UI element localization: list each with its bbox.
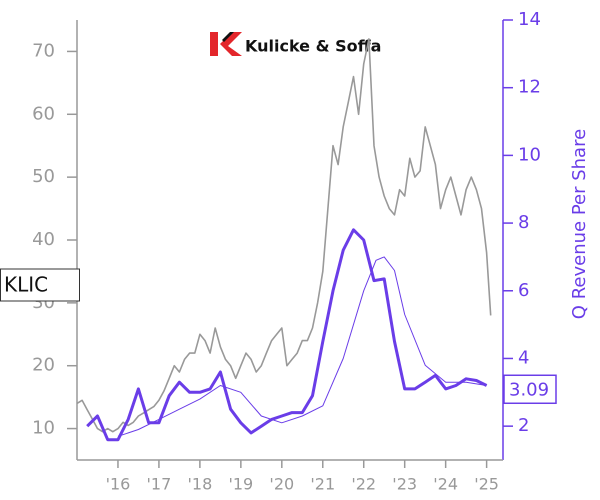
line-series	[117, 256, 487, 437]
logo-text: Kulicke & Soffa	[245, 37, 381, 56]
last-value-label: 3.09	[509, 379, 549, 400]
y-tick-label: 60	[32, 103, 55, 124]
y-tick-label: 50	[32, 166, 55, 187]
x-tick-label: '18	[188, 475, 213, 494]
y-tick-label: 40	[32, 229, 55, 250]
line-series	[76, 38, 492, 433]
x-tick-label: '21	[310, 475, 335, 494]
x-tick-label: '16	[106, 475, 131, 494]
line-series	[86, 228, 488, 442]
ticker-label: KLIC	[4, 273, 48, 297]
y2-tick-label: 14	[518, 9, 541, 30]
logo-mark-accent	[222, 32, 234, 42]
last-value-box	[503, 374, 557, 405]
y2-tick-label: 6	[518, 280, 529, 301]
logo: Kulicke & Soffa	[210, 32, 381, 56]
x-tick-label: '23	[392, 475, 417, 494]
y2-tick-label: 2	[518, 415, 529, 436]
ticker-box	[0, 268, 80, 302]
y2-tick-label: 8	[518, 212, 529, 233]
y2-tick-label: 12	[518, 77, 541, 98]
x-tick-label: '22	[351, 475, 376, 494]
y-tick-label: 70	[32, 40, 55, 61]
y-tick-label: 10	[32, 418, 55, 439]
y-tick-label: 20	[32, 355, 55, 376]
x-tick-label: '17	[147, 475, 172, 494]
logo-mark	[210, 32, 242, 56]
x-tick-label: '24	[433, 475, 458, 494]
y2-tick-label: 4	[518, 347, 529, 368]
x-tick-label: '19	[228, 475, 253, 494]
y2-tick-label: 10	[518, 144, 541, 165]
y2-axis-label: Q Revenue Per Share	[569, 129, 590, 319]
x-tick-label: '20	[269, 475, 294, 494]
x-tick-label: '25	[474, 475, 499, 494]
